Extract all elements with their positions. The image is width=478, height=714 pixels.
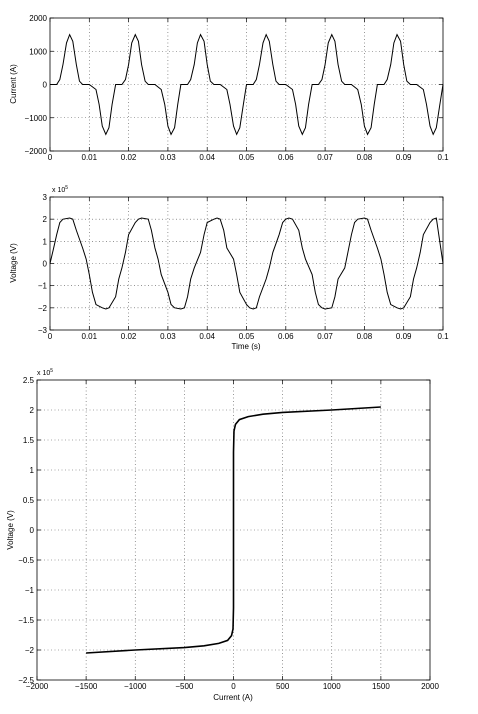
current-xtick-label: 0.05 <box>239 153 255 162</box>
voltage-current-ytick-label: −1.5 <box>18 616 34 625</box>
voltage-time-exponent-base: x 10 <box>52 187 65 194</box>
voltage-current-ytick-label: 0.5 <box>23 496 35 505</box>
voltage-current-ytick-label: 1 <box>30 466 35 475</box>
voltage-current-ytick-label: 2 <box>30 406 35 415</box>
voltage-current-xtick-label: −1000 <box>124 682 147 691</box>
voltage-current-xlabel: Current (A) <box>213 693 253 702</box>
voltage-current-ytick-label: −2.5 <box>18 676 34 685</box>
voltage-time-xtick-label: 0.02 <box>121 332 137 341</box>
voltage-current-xtick-label: −500 <box>175 682 194 691</box>
current-xtick-label: 0.06 <box>278 153 294 162</box>
current-xtick-label: 0.07 <box>317 153 333 162</box>
voltage-current-xtick-label: −1500 <box>75 682 98 691</box>
voltage-time-ytick-label: 2 <box>43 215 48 224</box>
voltage-time-ytick-label: 1 <box>43 237 48 246</box>
voltage-current-exponent-power: 5 <box>50 368 53 374</box>
voltage-current-xtick-label: 1000 <box>323 682 341 691</box>
voltage-current-ticks: −2000 −1500 −1000 −500 0 500 1000 1500 2000 −2.5 −… <box>18 376 439 691</box>
voltage-time-grid <box>50 197 443 330</box>
current-series-line <box>50 33 444 136</box>
voltage-time-xtick-label: 0.07 <box>317 332 333 341</box>
voltage-time-ytick-label: −3 <box>38 326 48 335</box>
voltage-current-xtick-label: 2000 <box>421 682 439 691</box>
voltage-current-series-line <box>86 406 381 654</box>
voltage-current-ylabel: Voltage (V) <box>6 510 15 550</box>
voltage-time-exponent: x 105 <box>52 185 68 194</box>
voltage-time-ytick-label: −1 <box>38 282 48 291</box>
voltage-time-xtick-label: 0.09 <box>396 332 412 341</box>
voltage-time-exponent-power: 5 <box>65 185 68 191</box>
voltage-current-xtick-label: 0 <box>231 682 236 691</box>
current-xtick-label: 0.02 <box>121 153 137 162</box>
voltage-time-xtick-label: 0.06 <box>278 332 294 341</box>
voltage-time-xtick-label: 0.01 <box>82 332 98 341</box>
voltage-current-ytick-label: 0 <box>30 526 35 535</box>
voltage-current-ytick-label: −2 <box>25 646 35 655</box>
current-xtick-label: 0.03 <box>160 153 176 162</box>
current-xtick-label: 0.08 <box>357 153 373 162</box>
voltage-time-ytick-label: 0 <box>43 260 48 269</box>
current-ytick-label: −2000 <box>25 147 48 156</box>
voltage-time-xtick-label: 0 <box>48 332 53 341</box>
voltage-time-ylabel: Voltage (V) <box>9 243 18 283</box>
voltage-time-ytick-label: −2 <box>38 304 48 313</box>
voltage-current-ytick-label: −0.5 <box>18 556 34 565</box>
voltage-current-ytick-label: 1.5 <box>23 436 35 445</box>
current-ticks: 0 0.01 0.02 0.03 0.04 0.05 0.06 0.07 0.08 0.09 0.1… <box>25 14 450 162</box>
current-ylabel: Current (A) <box>9 64 18 104</box>
current-xtick-label: 0.04 <box>199 153 215 162</box>
voltage-current-ytick-label: 2.5 <box>23 376 35 385</box>
voltage-time-series-line <box>49 217 444 310</box>
current-xtick-label: 0.01 <box>82 153 98 162</box>
current-chart: 0 0.01 0.02 0.03 0.04 0.05 0.06 0.07 0.08 0.09 0.1… <box>9 14 449 162</box>
current-ytick-label: 2000 <box>29 14 47 23</box>
voltage-time-xtick-label: 0.1 <box>437 332 449 341</box>
voltage-time-xtick-label: 0.03 <box>160 332 176 341</box>
voltage-current-exponent-base: x 10 <box>37 370 50 377</box>
voltage-time-chart: 0 0.01 0.02 0.03 0.04 0.05 0.06 0.07 0.08 0.09 0.1… <box>9 185 449 351</box>
voltage-time-xlabel: Time (s) <box>231 342 260 351</box>
current-xtick-label: 0.1 <box>437 153 449 162</box>
voltage-time-xtick-label: 0.08 <box>357 332 373 341</box>
voltage-time-xtick-label: 0.05 <box>239 332 255 341</box>
voltage-current-ytick-label: −1 <box>25 586 35 595</box>
current-ytick-label: 1000 <box>29 47 47 56</box>
voltage-time-ytick-label: 3 <box>43 193 48 202</box>
voltage-current-xtick-label: 1500 <box>372 682 390 691</box>
voltage-time-xtick-label: 0.04 <box>199 332 215 341</box>
voltage-current-exponent: x 105 <box>37 368 53 377</box>
voltage-current-xtick-label: 500 <box>276 682 290 691</box>
voltage-time-ticks: 0 0.01 0.02 0.03 0.04 0.05 0.06 0.07 0.08 0.09 0.1… <box>38 193 449 341</box>
voltage-current-xtick-label: −2000 <box>26 682 49 691</box>
current-xtick-label: 0 <box>48 153 53 162</box>
current-ytick-label: −1000 <box>25 114 48 123</box>
voltage-current-chart: −2000 −1500 −1000 −500 0 500 1000 1500 2000 −2.5 −… <box>6 368 439 702</box>
current-xtick-label: 0.09 <box>396 153 412 162</box>
current-ytick-label: 0 <box>43 81 48 90</box>
